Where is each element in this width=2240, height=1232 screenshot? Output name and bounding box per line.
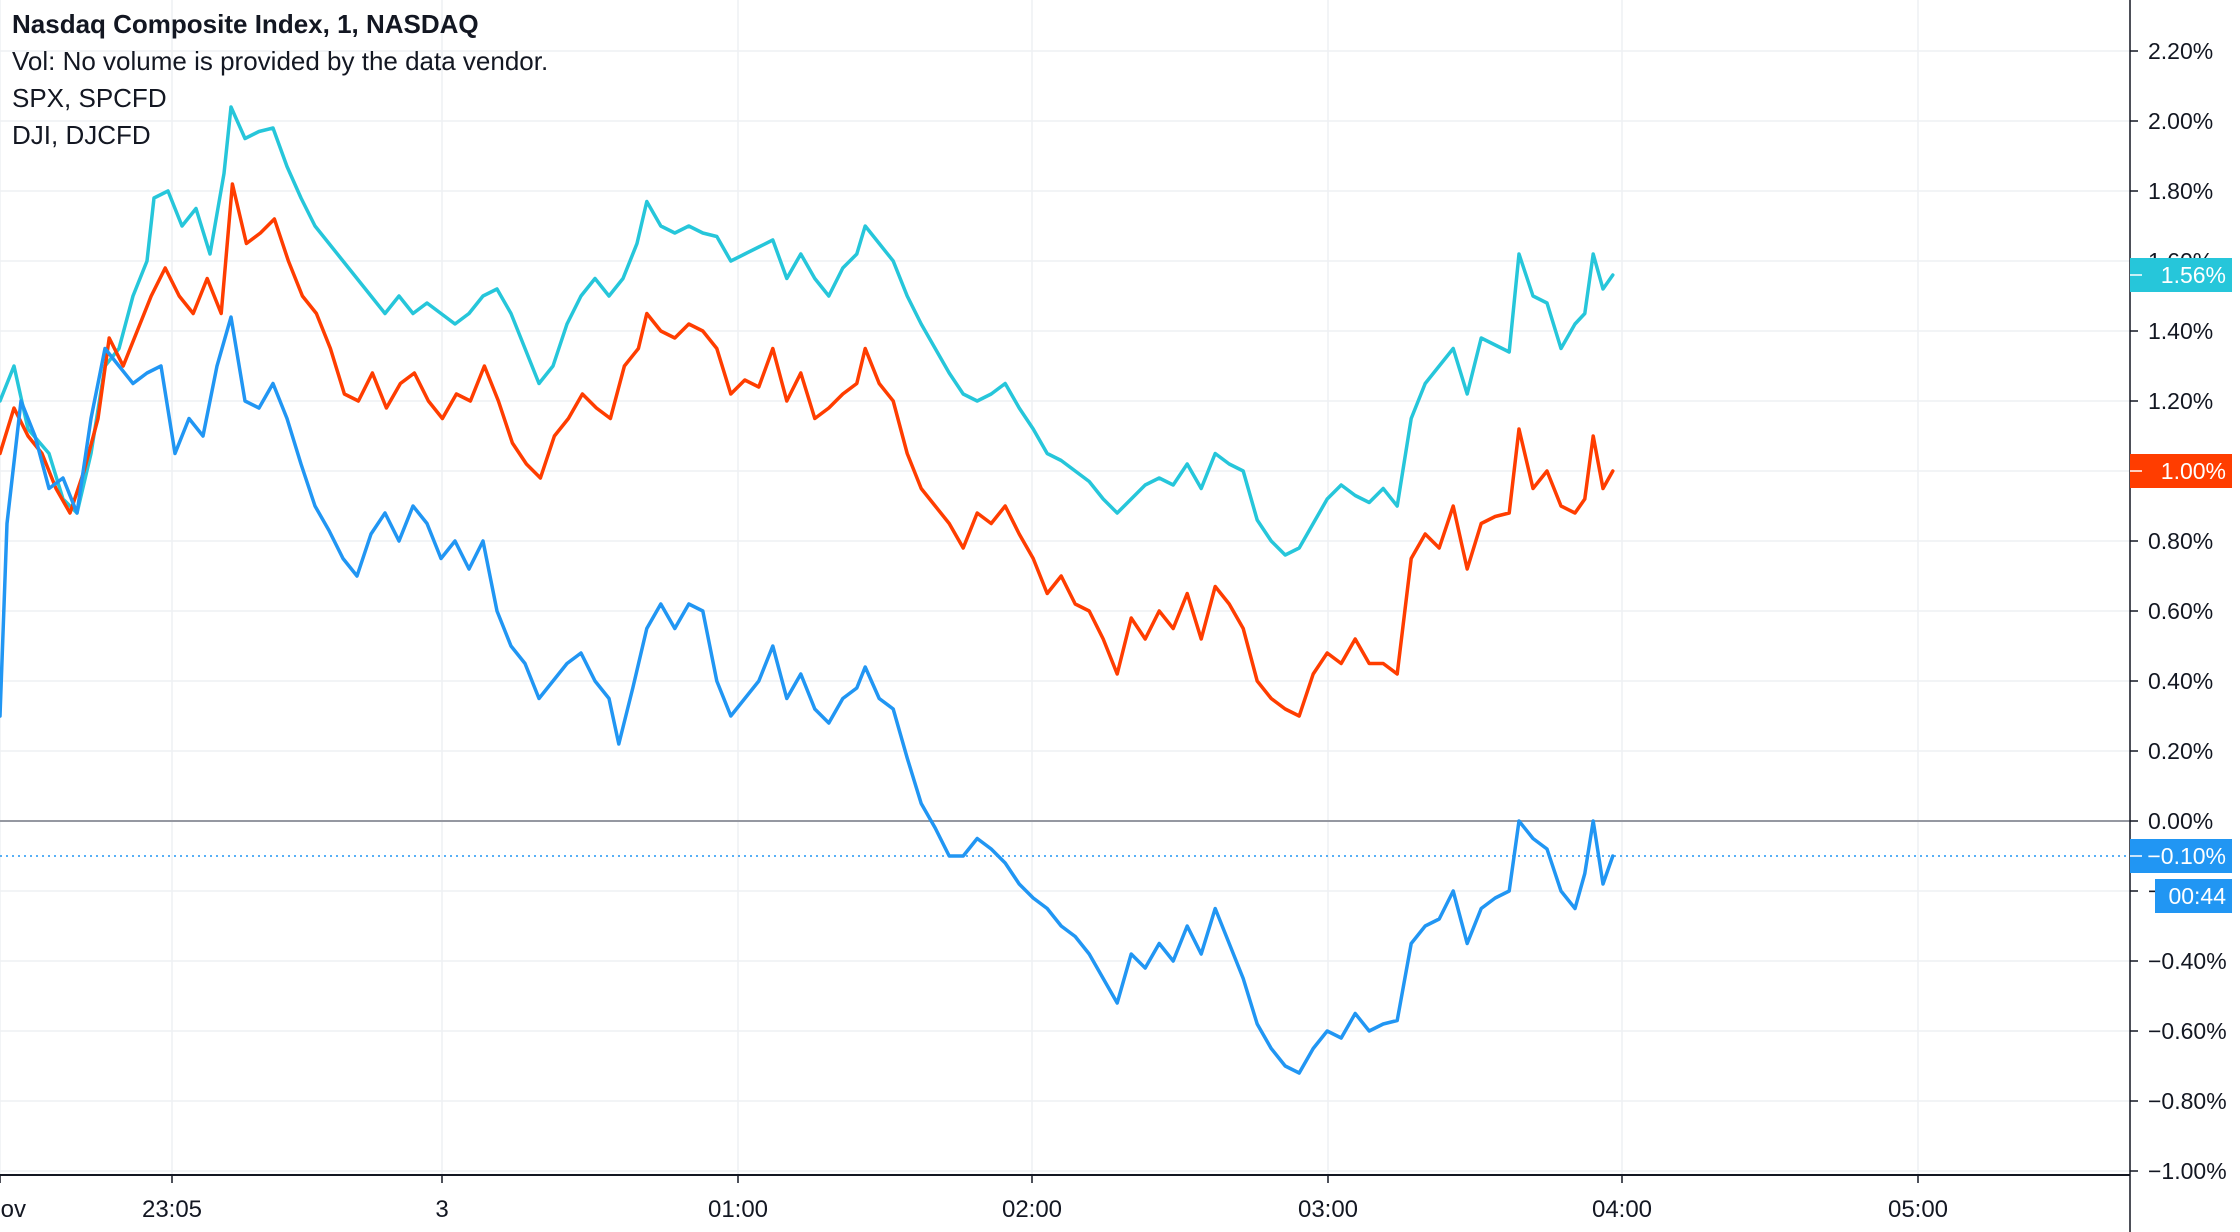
x-axis-tick-label: ov <box>1 1196 26 1223</box>
legend-spx: SPX, SPCFD <box>12 83 167 113</box>
y-axis-tick-label: −1.00% <box>2148 1158 2227 1184</box>
last-value-label-nasdaq: −0.10% <box>2147 843 2226 869</box>
y-axis-tick-label: 2.00% <box>2148 108 2213 134</box>
last-value-badge-dji <box>2130 454 2232 488</box>
countdown-badge <box>2155 879 2232 913</box>
y-axis-tick-label: 1.20% <box>2148 388 2213 414</box>
y-axis-tick-label: −0.80% <box>2148 1088 2227 1114</box>
x-axis-tick-label: 02:00 <box>1002 1196 1062 1223</box>
y-axis-tick-label: 0.20% <box>2148 738 2213 764</box>
chart-legend: Nasdaq Composite Index, 1, NASDAQ Vol: N… <box>12 6 548 154</box>
zero-baseline <box>0 820 2130 857</box>
y-axis-tick-label: −0.60% <box>2148 1018 2227 1044</box>
y-axis-tick-label: 1.80% <box>2148 178 2213 204</box>
y-axis-tick-label: 0.60% <box>2148 598 2213 624</box>
x-axis-tick-label: 3 <box>435 1196 448 1223</box>
y-axis-tick-label: 2.20% <box>2148 38 2213 64</box>
price-badges: 1.56% 1.00% −0.10% 00:44 <box>2130 258 2232 913</box>
y-axis-tick-label: −0.40% <box>2148 948 2227 974</box>
series-lines <box>0 105 1615 1075</box>
y-axis-tick-label: 0.00% <box>2148 808 2213 834</box>
last-value-badge-spx <box>2130 258 2232 292</box>
y-axis-tick-label: 0.80% <box>2148 528 2213 554</box>
series-line-spx <box>0 105 1615 557</box>
y-axis-tick-label: 0.40% <box>2148 668 2213 694</box>
last-value-label-spx: 1.56% <box>2161 262 2226 288</box>
x-axis-tick-label: 01:00 <box>708 1196 768 1223</box>
series-line-nasdaq <box>0 315 1615 1075</box>
legend-title: Nasdaq Composite Index, 1, NASDAQ <box>12 9 479 39</box>
x-axis-tick-label: 05:00 <box>1888 1196 1948 1223</box>
x-axis-tick-label: 23:05 <box>142 1196 202 1223</box>
x-axis-tick-label: 03:00 <box>1298 1196 1358 1223</box>
legend-volume-note: Vol: No volume is provided by the data v… <box>12 46 549 76</box>
last-value-badge-nasdaq <box>2130 839 2232 873</box>
last-value-label-dji: 1.00% <box>2161 458 2226 484</box>
x-axis-tick-label: 04:00 <box>1592 1196 1652 1223</box>
legend-dji: DJI, DJCFD <box>12 120 151 150</box>
y-axis-tick-label: 1.40% <box>2148 318 2213 344</box>
countdown-label: 00:44 <box>2168 883 2226 909</box>
series-line-dji <box>0 182 1615 718</box>
